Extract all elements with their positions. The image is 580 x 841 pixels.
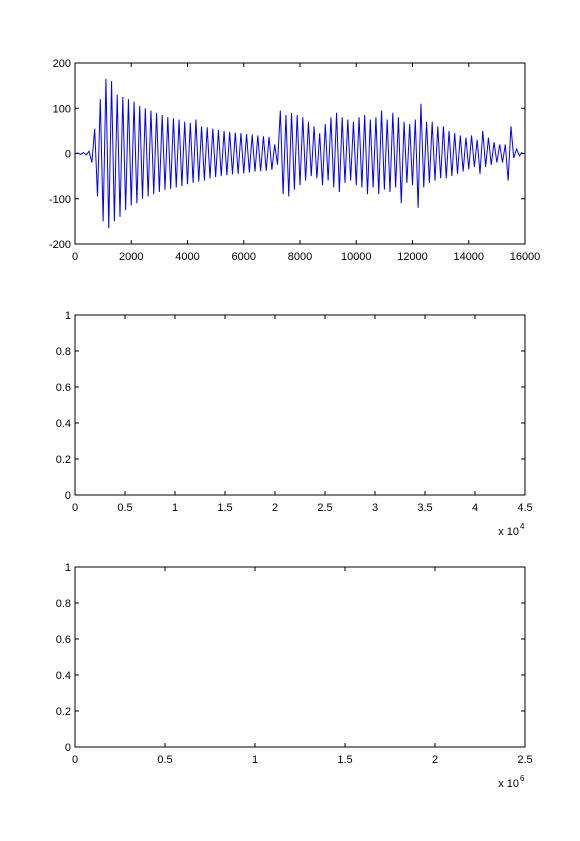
y-tick-label: -100 <box>49 194 71 206</box>
y-tick-label: 0.4 <box>56 670 71 682</box>
x-tick-label: 1.5 <box>217 502 232 514</box>
waveform <box>74 78 523 229</box>
axes-box <box>74 566 526 748</box>
x-tick-label: 0.5 <box>117 502 132 514</box>
y-tick-label: 0.8 <box>56 346 71 358</box>
x-tick-label: 1 <box>252 754 258 766</box>
x-multiplier: x 10 <box>498 526 519 538</box>
y-tick-label: 0 <box>65 149 71 161</box>
x-tick-label: 4.5 <box>517 502 532 514</box>
axes: 0 0.5 1 1.5 2 2.5 3 3.5 4 4.500.20.40.60.81x 10 4 <box>56 310 533 538</box>
x-tick-label: 10000 <box>341 251 372 263</box>
y-tick-label: 0.4 <box>56 418 71 430</box>
y-tick-label: 200 <box>53 58 71 70</box>
axes: 0 2000 4000 6000 8000 10000 12000 14000 16000-20… <box>49 58 540 263</box>
x-tick-label: 3.5 <box>417 502 432 514</box>
y-tick-label: 0 <box>65 742 71 754</box>
x-tick-label: 0.5 <box>157 754 172 766</box>
y-tick-label: 0.2 <box>56 706 71 718</box>
x-tick-label: 12000 <box>397 251 428 263</box>
x-tick-label: 0 <box>72 251 78 263</box>
y-tick-label: 1 <box>65 562 71 574</box>
y-tick-label: 0.2 <box>56 454 71 466</box>
x-tick-label: 4000 <box>175 251 199 263</box>
x-tick-label: 2 <box>432 754 438 766</box>
x-tick-label: 2000 <box>119 251 143 263</box>
x-tick-label: 1.5 <box>337 754 352 766</box>
y-tick-label: 0.8 <box>56 598 71 610</box>
axes: 0 0.5 1 1.5 2 2.5 0 0.2 0.4 0.6 0.8 1 x 10 6 <box>56 562 533 790</box>
x-multiplier: x 10 <box>498 778 519 790</box>
axes-box <box>74 314 526 496</box>
x-tick-label: 14000 <box>453 251 484 263</box>
y-tick-label: 100 <box>53 103 71 115</box>
x-multiplier-exponent: 4 <box>520 522 525 531</box>
axes-box <box>74 62 526 245</box>
y-tick-label: -200 <box>49 239 71 251</box>
x-tick-label: 8000 <box>288 251 312 263</box>
y-tick-label: 0 <box>65 490 71 502</box>
y-tick-label: 0.6 <box>56 382 71 394</box>
x-tick-label: 2.5 <box>517 754 532 766</box>
y-tick-label: 0.6 <box>56 634 71 646</box>
x-tick-label: 0 <box>72 502 78 514</box>
x-tick-label: 6000 <box>232 251 256 263</box>
x-tick-label: 2 <box>272 502 278 514</box>
x-tick-label: 3 <box>372 502 378 514</box>
x-tick-label: 4 <box>472 502 478 514</box>
y-tick-label: 1 <box>65 310 71 322</box>
x-tick-label: 16000 <box>510 251 541 263</box>
x-tick-label: 1 <box>172 502 178 514</box>
x-multiplier-exponent: 6 <box>520 774 525 783</box>
x-tick-label: 0 <box>72 754 78 766</box>
x-tick-label: 2.5 <box>317 502 332 514</box>
